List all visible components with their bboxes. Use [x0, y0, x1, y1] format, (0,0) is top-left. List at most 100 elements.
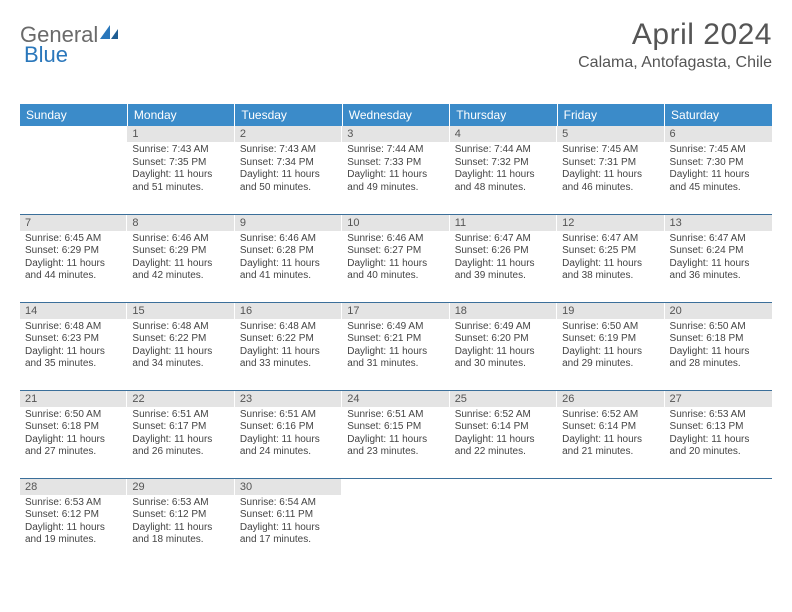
sunrise-text: Sunrise: 6:49 AM: [455, 321, 552, 334]
sunrise-text: Sunrise: 6:46 AM: [347, 233, 444, 246]
sunrise-text: Sunrise: 6:51 AM: [132, 409, 229, 422]
day-number: [665, 479, 772, 495]
cell-body: Sunrise: 6:51 AMSunset: 6:17 PMDaylight:…: [127, 407, 234, 463]
calendar-cell: 1Sunrise: 7:43 AMSunset: 7:35 PMDaylight…: [127, 126, 234, 214]
logo-sail-icon: [98, 23, 120, 48]
cell-body: Sunrise: 7:43 AMSunset: 7:34 PMDaylight:…: [235, 142, 342, 198]
cell-body: Sunrise: 7:45 AMSunset: 7:31 PMDaylight:…: [557, 142, 664, 198]
sunset-text: Sunset: 7:30 PM: [670, 157, 767, 170]
calendar-cell: [450, 478, 557, 566]
sunset-text: Sunset: 7:32 PM: [455, 157, 552, 170]
calendar-cell: 14Sunrise: 6:48 AMSunset: 6:23 PMDayligh…: [20, 302, 127, 390]
daylight-text: Daylight: 11 hours and 51 minutes.: [132, 169, 229, 194]
cell-body: Sunrise: 6:46 AMSunset: 6:27 PMDaylight:…: [342, 231, 449, 287]
calendar-cell: 24Sunrise: 6:51 AMSunset: 6:15 PMDayligh…: [342, 390, 449, 478]
day-number: 15: [127, 303, 234, 319]
day-number: 11: [450, 215, 557, 231]
cell-body: [342, 495, 449, 501]
daylight-text: Daylight: 11 hours and 23 minutes.: [347, 434, 444, 459]
sunrise-text: Sunrise: 6:51 AM: [347, 409, 444, 422]
day-number: 3: [342, 126, 449, 142]
calendar-cell: [342, 478, 449, 566]
daylight-text: Daylight: 11 hours and 50 minutes.: [240, 169, 337, 194]
sunset-text: Sunset: 6:17 PM: [132, 421, 229, 434]
day-number: 4: [450, 126, 557, 142]
cell-body: Sunrise: 6:53 AMSunset: 6:13 PMDaylight:…: [665, 407, 772, 463]
day-number: 1: [127, 126, 234, 142]
sunrise-text: Sunrise: 6:54 AM: [240, 497, 337, 510]
sunrise-text: Sunrise: 6:51 AM: [240, 409, 337, 422]
calendar-cell: [665, 478, 772, 566]
daylight-text: Daylight: 11 hours and 28 minutes.: [670, 346, 767, 371]
cell-body: Sunrise: 6:53 AMSunset: 6:12 PMDaylight:…: [127, 495, 234, 551]
sunrise-text: Sunrise: 6:47 AM: [670, 233, 767, 246]
sunrise-text: Sunrise: 6:48 AM: [25, 321, 122, 334]
daylight-text: Daylight: 11 hours and 20 minutes.: [670, 434, 767, 459]
cell-body: Sunrise: 6:46 AMSunset: 6:28 PMDaylight:…: [235, 231, 342, 287]
day-number: 23: [235, 391, 342, 407]
sunrise-text: Sunrise: 6:49 AM: [347, 321, 444, 334]
sunrise-text: Sunrise: 7:43 AM: [132, 144, 229, 157]
calendar-cell: 10Sunrise: 6:46 AMSunset: 6:27 PMDayligh…: [342, 214, 449, 302]
day-number: 16: [235, 303, 342, 319]
sunset-text: Sunset: 6:18 PM: [670, 333, 767, 346]
cell-body: Sunrise: 6:48 AMSunset: 6:22 PMDaylight:…: [235, 319, 342, 375]
calendar-cell: 28Sunrise: 6:53 AMSunset: 6:12 PMDayligh…: [20, 478, 127, 566]
calendar-cell: 8Sunrise: 6:46 AMSunset: 6:29 PMDaylight…: [127, 214, 234, 302]
daylight-text: Daylight: 11 hours and 40 minutes.: [347, 258, 444, 283]
calendar-cell: 3Sunrise: 7:44 AMSunset: 7:33 PMDaylight…: [342, 126, 449, 214]
weekday-header-row: Sunday Monday Tuesday Wednesday Thursday…: [20, 104, 772, 126]
day-number: [450, 479, 557, 495]
daylight-text: Daylight: 11 hours and 36 minutes.: [670, 258, 767, 283]
daylight-text: Daylight: 11 hours and 48 minutes.: [455, 169, 552, 194]
calendar-cell: 27Sunrise: 6:53 AMSunset: 6:13 PMDayligh…: [665, 390, 772, 478]
sunrise-text: Sunrise: 7:45 AM: [670, 144, 767, 157]
sunset-text: Sunset: 6:14 PM: [562, 421, 659, 434]
day-number: 18: [450, 303, 557, 319]
calendar-cell: 30Sunrise: 6:54 AMSunset: 6:11 PMDayligh…: [235, 478, 342, 566]
sunset-text: Sunset: 7:33 PM: [347, 157, 444, 170]
cell-body: Sunrise: 6:54 AMSunset: 6:11 PMDaylight:…: [235, 495, 342, 551]
sunset-text: Sunset: 7:34 PM: [240, 157, 337, 170]
daylight-text: Daylight: 11 hours and 42 minutes.: [132, 258, 229, 283]
day-number: 14: [20, 303, 127, 319]
sunrise-text: Sunrise: 6:48 AM: [240, 321, 337, 334]
sunset-text: Sunset: 6:27 PM: [347, 245, 444, 258]
sunset-text: Sunset: 6:22 PM: [132, 333, 229, 346]
cell-body: Sunrise: 6:49 AMSunset: 6:20 PMDaylight:…: [450, 319, 557, 375]
day-number: [557, 479, 664, 495]
day-number: 2: [235, 126, 342, 142]
calendar-cell: 26Sunrise: 6:52 AMSunset: 6:14 PMDayligh…: [557, 390, 664, 478]
day-number: 13: [665, 215, 772, 231]
daylight-text: Daylight: 11 hours and 31 minutes.: [347, 346, 444, 371]
cell-body: Sunrise: 6:47 AMSunset: 6:24 PMDaylight:…: [665, 231, 772, 287]
day-number: [342, 479, 449, 495]
daylight-text: Daylight: 11 hours and 19 minutes.: [25, 522, 122, 547]
sunrise-text: Sunrise: 6:53 AM: [670, 409, 767, 422]
calendar-cell: 2Sunrise: 7:43 AMSunset: 7:34 PMDaylight…: [235, 126, 342, 214]
cell-body: Sunrise: 6:50 AMSunset: 6:18 PMDaylight:…: [20, 407, 127, 463]
daylight-text: Daylight: 11 hours and 26 minutes.: [132, 434, 229, 459]
day-number: 7: [20, 215, 127, 231]
daylight-text: Daylight: 11 hours and 17 minutes.: [240, 522, 337, 547]
calendar-cell: 22Sunrise: 6:51 AMSunset: 6:17 PMDayligh…: [127, 390, 234, 478]
cell-body: Sunrise: 6:48 AMSunset: 6:23 PMDaylight:…: [20, 319, 127, 375]
day-number: 30: [235, 479, 342, 495]
daylight-text: Daylight: 11 hours and 41 minutes.: [240, 258, 337, 283]
daylight-text: Daylight: 11 hours and 24 minutes.: [240, 434, 337, 459]
page-title: April 2024: [578, 18, 772, 52]
cell-body: Sunrise: 7:44 AMSunset: 7:32 PMDaylight:…: [450, 142, 557, 198]
sunrise-text: Sunrise: 7:45 AM: [562, 144, 659, 157]
day-number: 20: [665, 303, 772, 319]
daylight-text: Daylight: 11 hours and 35 minutes.: [25, 346, 122, 371]
calendar-cell: [20, 126, 127, 214]
sunrise-text: Sunrise: 6:47 AM: [562, 233, 659, 246]
sunrise-text: Sunrise: 7:43 AM: [240, 144, 337, 157]
cell-body: Sunrise: 7:43 AMSunset: 7:35 PMDaylight:…: [127, 142, 234, 198]
daylight-text: Daylight: 11 hours and 29 minutes.: [562, 346, 659, 371]
cell-body: Sunrise: 6:50 AMSunset: 6:18 PMDaylight:…: [665, 319, 772, 375]
weekday-header: Wednesday: [342, 104, 449, 126]
daylight-text: Daylight: 11 hours and 33 minutes.: [240, 346, 337, 371]
day-number: 6: [665, 126, 772, 142]
sunrise-text: Sunrise: 6:50 AM: [25, 409, 122, 422]
